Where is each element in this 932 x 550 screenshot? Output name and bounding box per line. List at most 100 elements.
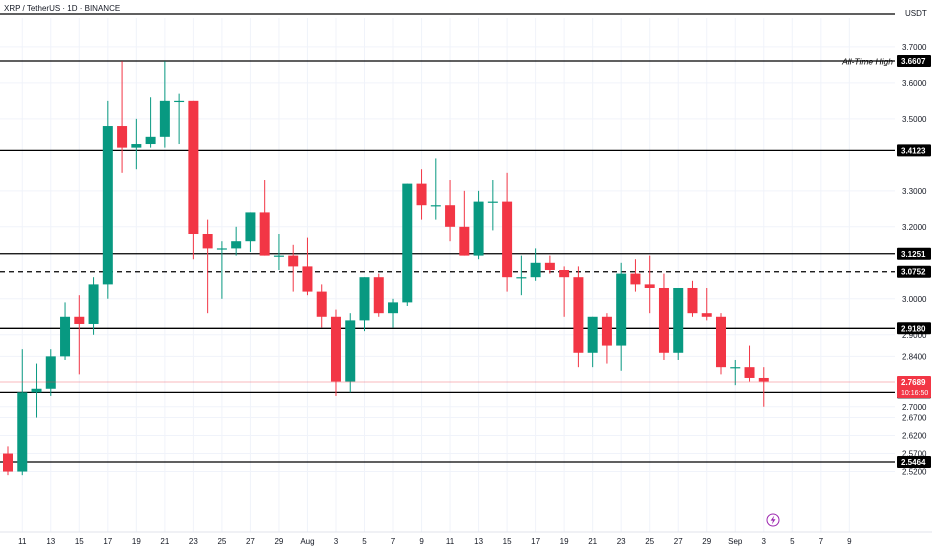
y-tick-label: 2.9000 (902, 331, 927, 340)
candle (288, 244, 299, 292)
candle (102, 100, 113, 299)
x-tick-label: 3 (762, 537, 767, 546)
candle-body (744, 367, 755, 378)
x-tick-label: 21 (160, 537, 169, 546)
candle-body (516, 277, 527, 279)
candle (359, 277, 370, 332)
candle-body (430, 205, 441, 207)
candle (487, 180, 498, 231)
x-tick-label: 23 (189, 537, 198, 546)
y-tick-label: 3.2000 (902, 223, 927, 232)
time-axis[interactable]: 11 13 15 17 19 21 23 25 27 29 Aug 3 5 7 9 11 13 15 17 19 21 2… (18, 537, 852, 546)
level-price-label: 2.9180 (901, 324, 926, 333)
candle-body (259, 212, 270, 256)
candle (530, 248, 541, 281)
candle (31, 363, 42, 418)
candle (758, 367, 769, 407)
level-price-tag (897, 265, 931, 278)
candle (159, 61, 170, 148)
candle (502, 172, 513, 292)
candle (117, 61, 128, 173)
candle-body (273, 255, 284, 257)
candle-body (473, 201, 484, 256)
x-tick-label: Sep (728, 537, 743, 546)
candle (60, 302, 71, 360)
candle (701, 287, 712, 321)
candle-body (330, 316, 341, 382)
x-tick-label: 5 (362, 537, 367, 546)
candle-body (630, 273, 641, 285)
y-tick-label: 2.5200 (902, 468, 927, 477)
symbol-header: XRP / TetherUS · 1D · BINANCE (4, 4, 120, 13)
candles (3, 61, 769, 476)
candle-body (202, 234, 213, 249)
candle (216, 241, 227, 299)
candle-body (159, 100, 170, 137)
candle-body (487, 201, 498, 203)
candle-body (74, 316, 85, 324)
level-price-label: 2.5464 (901, 458, 926, 467)
candle (388, 298, 399, 328)
candle (630, 259, 641, 292)
candle-body (601, 316, 612, 346)
candle-body (459, 226, 470, 256)
candle-body (758, 377, 769, 382)
candle-countdown-label: 10:16:50 (901, 390, 928, 397)
x-tick-label: 17 (103, 537, 112, 546)
candle-body (131, 144, 142, 148)
candle-body (102, 126, 113, 285)
x-tick-label: 23 (617, 537, 626, 546)
candle-body (17, 392, 28, 472)
candle (644, 255, 655, 314)
grid (0, 18, 895, 532)
x-tick-label: 13 (474, 537, 483, 546)
level-price-tag (897, 144, 931, 157)
candle-body (3, 453, 13, 472)
x-tick-label: 19 (132, 537, 141, 546)
candle-body (530, 262, 541, 278)
horizontal-levels[interactable]: All-Time High (0, 57, 895, 463)
level-price-label: 3.6607 (901, 57, 926, 66)
candle (658, 273, 669, 360)
candle (430, 158, 441, 220)
level-price-tag (897, 322, 931, 335)
candle (74, 295, 85, 375)
y-tick-label: 3.7000 (902, 43, 927, 52)
candle-body (245, 212, 256, 242)
lightning-icon[interactable] (766, 513, 780, 527)
y-tick-label: 2.6200 (902, 432, 927, 441)
candle-body (544, 262, 555, 270)
x-tick-label: 7 (391, 537, 396, 546)
candle-body (402, 183, 413, 303)
price-axis[interactable]: 3.7000 3.6000 3.5000 3.3000 3.2000 3.0000 2.90… (902, 43, 927, 477)
candle (373, 273, 384, 317)
level-price-label: 3.1251 (901, 250, 926, 259)
level-price-tag (897, 247, 931, 260)
candle-body (587, 316, 598, 353)
candle (188, 100, 199, 260)
candle (587, 316, 598, 368)
candle (17, 349, 28, 476)
candle (601, 313, 612, 364)
x-tick-label: 15 (503, 537, 512, 546)
x-tick-label: 21 (588, 537, 597, 546)
candle-body (701, 313, 712, 317)
candle (231, 226, 242, 256)
all-time-high-label: All-Time High (841, 57, 893, 67)
candle-body (658, 287, 669, 353)
candle (673, 287, 684, 360)
candle-body (573, 277, 584, 353)
candle (687, 280, 698, 317)
x-tick-label: Aug (300, 537, 314, 546)
x-tick-label: 29 (702, 537, 711, 546)
x-tick-label: 15 (75, 537, 84, 546)
candle-body (616, 273, 627, 346)
candle-body (373, 277, 384, 314)
level-price-tag (897, 456, 931, 469)
candle (416, 169, 427, 220)
candle (145, 97, 156, 148)
x-tick-label: 9 (847, 537, 852, 546)
x-tick-label: 17 (531, 537, 540, 546)
candle (516, 255, 527, 296)
